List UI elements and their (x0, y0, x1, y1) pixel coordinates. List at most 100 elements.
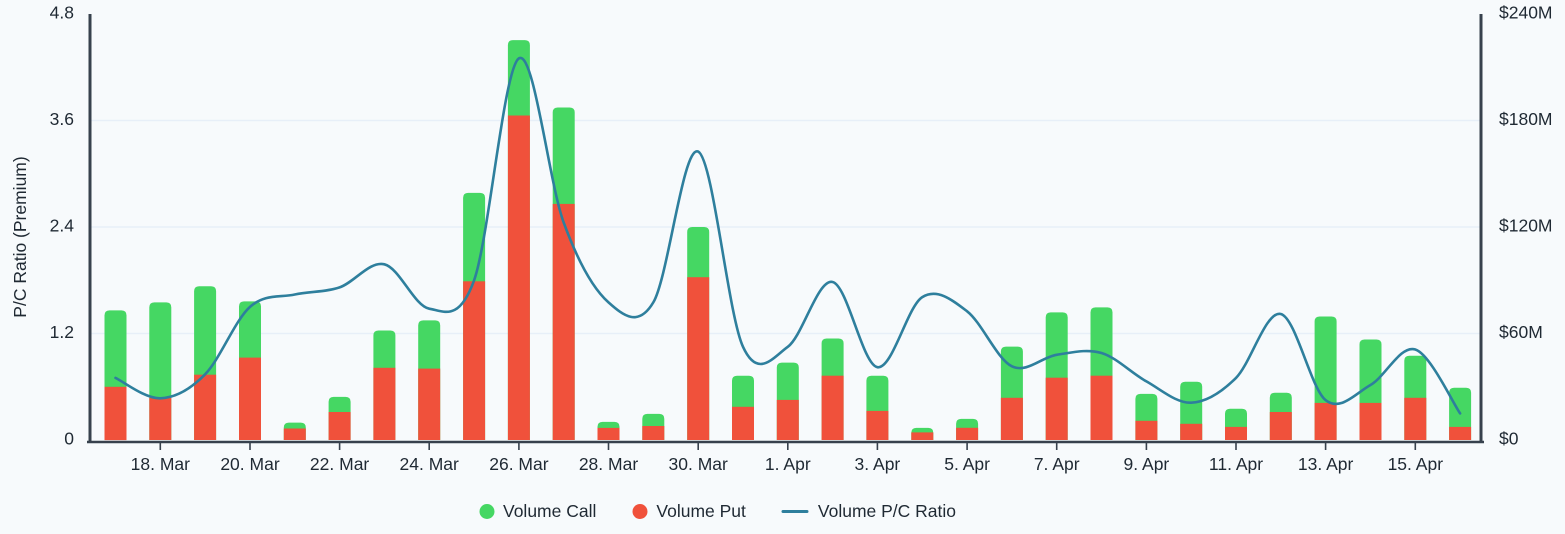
volume-put-bar[interactable] (1314, 402, 1337, 440)
bar-group-3-apr (866, 375, 889, 440)
volume-put-bar[interactable] (104, 386, 127, 441)
bar-group-23-mar (373, 330, 396, 440)
volume-put-bar[interactable] (194, 374, 217, 440)
volume-put-bar[interactable] (418, 368, 441, 440)
legend-dot-marker-icon (632, 503, 648, 519)
right-axis-tick-label: $180M (1499, 109, 1553, 129)
x-tick-label: 7. Apr (1034, 454, 1080, 474)
bar-group-12-apr (1269, 392, 1292, 440)
bar-group-24-mar (418, 320, 441, 440)
volume-put-bar[interactable] (732, 406, 754, 440)
bar-group-29-mar (642, 413, 665, 440)
right-axis-tick-label: $120M (1499, 216, 1553, 236)
bar-group-14-apr (1359, 339, 1382, 440)
volume-put-bar[interactable] (552, 203, 575, 440)
left-axis-tick-label: 2.4 (50, 216, 75, 236)
x-tick-label: 9. Apr (1124, 454, 1170, 474)
volume-put-bar[interactable] (866, 410, 889, 440)
bar-group-20-mar (239, 301, 261, 440)
volume-put-bar[interactable] (1449, 426, 1472, 440)
left-axis-tick-label: 1.2 (50, 322, 74, 342)
volume-put-bar[interactable] (1180, 423, 1203, 440)
bar-group-5-apr (956, 418, 979, 440)
x-tick-label: 22. Mar (310, 454, 369, 474)
volume-put-bar[interactable] (597, 427, 620, 440)
x-tick-label: 11. Apr (1209, 454, 1263, 474)
legend-dot-marker-icon (478, 503, 494, 519)
bar-group-4-apr (911, 427, 934, 440)
x-tick-label: 20. Mar (220, 454, 279, 474)
volume-put-bar[interactable] (821, 375, 844, 440)
bar-group-28-mar (597, 421, 620, 440)
bar-group-22-mar (328, 396, 351, 440)
volume-put-bar[interactable] (1135, 420, 1158, 440)
volume-put-bar[interactable] (911, 432, 934, 440)
volume-put-bar[interactable] (1404, 397, 1427, 440)
bar-group-13-apr (1314, 316, 1337, 440)
legend-item-volume-put[interactable]: Volume Put (632, 501, 746, 522)
legend-line-marker-icon (781, 509, 809, 513)
volume-pc-ratio-line (114, 57, 1462, 415)
volume-put-bar[interactable] (328, 412, 351, 440)
bar-group-8-apr (1090, 307, 1113, 440)
bar-group-18-mar (149, 302, 172, 440)
bar-group-21-mar (283, 422, 306, 441)
bar-group-1-apr (776, 362, 799, 440)
left-axis-title: P/C Ratio (Premium) (10, 156, 30, 317)
volume-put-bar[interactable] (1269, 412, 1292, 440)
x-tick-label: 26. Mar (489, 454, 548, 474)
legend-label: Volume P/C Ratio (817, 500, 957, 521)
bar-group-25-mar (463, 192, 486, 440)
bar-group-6-apr (1000, 346, 1023, 440)
volume-put-bar[interactable] (956, 427, 979, 440)
bar-group-2-apr (821, 338, 844, 440)
volume-put-bar[interactable] (1090, 375, 1113, 440)
x-tick-label: 1. Apr (765, 454, 811, 474)
volume-put-bar[interactable] (687, 277, 710, 440)
x-tick-label: 15. Apr (1388, 454, 1444, 474)
right-axis-tick-label: $240M (1499, 3, 1553, 23)
chart-legend: Volume Call Volume Put Volume P/C Ratio (478, 496, 957, 526)
bar-group-10-apr (1180, 381, 1203, 440)
right-axis-tick-label: $60M (1499, 322, 1543, 342)
bar-group-9-apr (1135, 393, 1158, 440)
bar-group-31-mar (732, 375, 754, 440)
bar-group-19-mar (194, 286, 217, 440)
gridlines (90, 119, 1481, 335)
bar-group-27-mar (552, 107, 575, 440)
left-axis-tick-label: 4.8 (50, 3, 74, 23)
left-axis-tick-label: 3.6 (50, 109, 74, 129)
axes: 18. Mar 20. Mar 22. Mar 24. Mar 26. Mar 28. M… (50, 3, 1553, 474)
volume-put-bar[interactable] (373, 367, 396, 440)
legend-item-volume-call[interactable]: Volume Call (478, 501, 596, 522)
volume-put-bar[interactable] (776, 399, 799, 440)
x-tick-label: 18. Mar (131, 454, 190, 474)
volume-put-bar[interactable] (149, 397, 172, 440)
volume-put-bar[interactable] (1000, 397, 1023, 440)
x-tick-label: 30. Mar (669, 454, 728, 474)
bar-group-17-mar (104, 310, 127, 441)
right-axis-tick-label: $0 (1499, 429, 1519, 449)
volume-put-bar[interactable] (1045, 377, 1068, 440)
legend-label: Volume Put (656, 500, 746, 521)
volume-put-bar[interactable] (463, 281, 486, 440)
x-tick-label: 3. Apr (855, 454, 901, 474)
legend-item-volume-p-c-ratio[interactable]: Volume P/C Ratio (781, 500, 957, 522)
volume-put-bar[interactable] (507, 115, 530, 441)
bars-group (104, 40, 1472, 441)
volume-put-bar[interactable] (283, 428, 306, 441)
volume-put-bar[interactable] (1225, 426, 1247, 440)
bar-group-30-mar (687, 227, 710, 440)
x-tick-label: 5. Apr (944, 454, 990, 474)
x-tick-label: 13. Apr (1298, 454, 1354, 474)
volume-put-bar[interactable] (239, 357, 261, 440)
bar-group-11-apr (1225, 408, 1247, 440)
bar-group-26-mar (507, 40, 530, 441)
volume-put-bar[interactable] (1359, 402, 1382, 440)
volume-put-bar[interactable] (642, 426, 665, 440)
left-axis-tick-label: 0 (64, 429, 74, 449)
bar-group-7-apr (1045, 312, 1068, 440)
bar-group-15-apr (1404, 355, 1427, 440)
